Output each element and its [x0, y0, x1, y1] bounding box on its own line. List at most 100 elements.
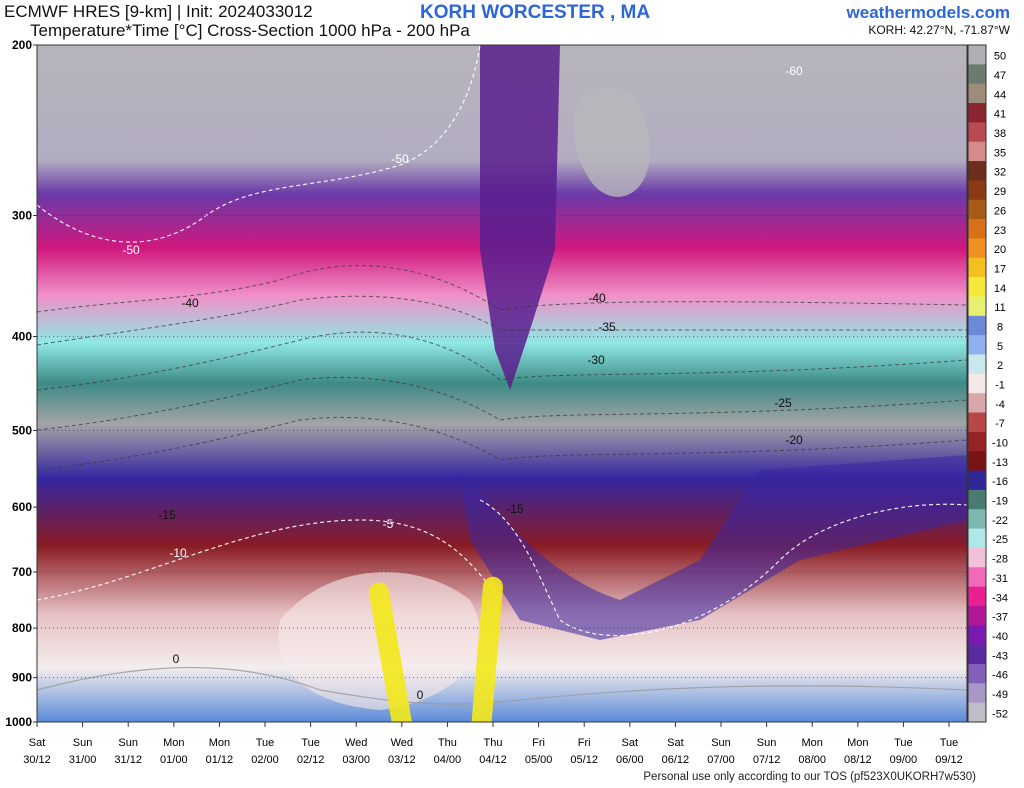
plot-frame	[36, 44, 968, 723]
contour-line-0	[37, 666, 967, 705]
x-tick-day: Sun	[711, 737, 731, 749]
colorbar-label: 32	[994, 167, 1006, 179]
x-tick-day: Mon	[163, 737, 184, 749]
colorbar-swatch	[968, 509, 986, 530]
contour-label: -50	[391, 152, 409, 166]
colorbar-label: 2	[997, 360, 1003, 372]
title-line-1: ECMWF HRES [9-km] | Init: 2024033012	[4, 2, 313, 21]
contour-line--30	[37, 331, 967, 391]
contour-label: -30	[587, 353, 605, 367]
contour-label: -10	[169, 546, 187, 560]
colorbar-label: 47	[994, 70, 1006, 82]
contour-label: -5	[383, 517, 394, 531]
x-tick-time: 08/00	[798, 754, 826, 766]
contour-label: -25	[774, 396, 792, 410]
title-line-2: Temperature*Time [°C] Cross-Section 1000…	[30, 21, 470, 40]
contour-line--20	[37, 416, 967, 471]
colorbar-label: 20	[994, 244, 1006, 256]
x-tick-day: Sun	[73, 737, 93, 749]
colorbar-swatch	[968, 683, 986, 704]
colorbar-swatch	[968, 470, 986, 491]
colorbar-label: 11	[994, 302, 1005, 314]
y-tick-label: 200	[12, 38, 32, 52]
upper-cold-plume	[480, 45, 560, 390]
colorbar-swatch	[968, 238, 986, 259]
colorbar-label: 26	[994, 205, 1006, 217]
x-tick-day: Thu	[484, 737, 503, 749]
x-tick-day: Sun	[118, 737, 138, 749]
colorbar-swatch	[968, 373, 986, 394]
colorbar-label: -19	[992, 496, 1008, 508]
colorbar-swatch	[968, 451, 986, 472]
x-tick-day: Mon	[801, 737, 822, 749]
contour-label: -20	[785, 433, 803, 447]
contour-label: -50	[122, 243, 140, 257]
y-tick-label: 500	[12, 423, 32, 437]
y-tick-label: 400	[12, 330, 32, 344]
colorbar-label: -4	[995, 399, 1005, 411]
colorbar-swatch	[968, 161, 986, 181]
colorbar-label: 50	[994, 51, 1006, 63]
contour-label: -40	[181, 296, 199, 310]
x-tick-day: Wed	[345, 737, 367, 749]
colorbar-swatch	[968, 315, 986, 336]
x-tick-time: 04/12	[479, 754, 507, 766]
colorbar-swatch	[968, 141, 986, 162]
colorbar-swatch	[968, 354, 986, 375]
brand-link[interactable]: weathermodels.com	[846, 3, 1010, 22]
colorbar-swatch	[968, 605, 986, 626]
colorbar-label: -7	[995, 418, 1005, 430]
colorbar-label: 29	[994, 186, 1006, 198]
x-tick-day: Thu	[438, 737, 457, 749]
colorbar-swatch	[968, 586, 986, 607]
x-tick-day: Sun	[757, 737, 777, 749]
colorbar-swatch	[968, 528, 986, 549]
x-tick-day: Mon	[209, 737, 230, 749]
colorbar-label: 14	[994, 283, 1006, 295]
colorbar-swatch	[968, 412, 986, 433]
x-tick-time: 30/12	[23, 754, 51, 766]
highlight-band	[369, 582, 412, 722]
colorbar-swatch	[968, 199, 986, 220]
colorbar-label: -16	[992, 476, 1008, 488]
contour-line--25	[37, 376, 967, 431]
colorbar-label: -22	[992, 515, 1008, 527]
contour-label: -60	[785, 64, 803, 78]
x-tick-time: 31/12	[114, 754, 142, 766]
station-coords: KORH: 42.27°N, -71.87°W	[868, 23, 1010, 37]
x-tick-time: 05/00	[525, 754, 553, 766]
upper-gray-patch	[573, 86, 650, 197]
y-tick-label: 1000	[5, 715, 32, 729]
x-tick-time: 09/00	[890, 754, 918, 766]
contour-line--35	[37, 295, 967, 346]
x-tick-time: 03/00	[342, 754, 370, 766]
x-tick-day: Mon	[847, 737, 868, 749]
colorbar-label: 35	[994, 147, 1006, 159]
colorbar-swatch	[968, 547, 986, 568]
contour-label: -15	[158, 508, 176, 522]
colorbar-label: -40	[992, 631, 1008, 643]
colorbar-label: 5	[997, 341, 1003, 353]
x-tick-time: 02/12	[297, 754, 325, 766]
colorbar-swatch	[968, 489, 986, 510]
colorbar-swatch	[968, 64, 986, 85]
footer-tos: Personal use only according to our TOS (…	[643, 771, 976, 783]
x-tick-day: Fri	[578, 737, 591, 749]
x-tick-time: 01/12	[206, 754, 234, 766]
colorbar-swatch	[968, 393, 986, 414]
colorbar-swatch	[968, 83, 986, 104]
contour-label: 0	[173, 652, 180, 666]
colorbar-label: -49	[992, 689, 1008, 701]
colorbar-swatch	[968, 567, 986, 588]
colorbar-swatch	[968, 335, 986, 355]
colorbar-label: 23	[994, 225, 1006, 237]
x-tick-day: Sat	[667, 737, 684, 749]
x-tick-time: 01/00	[160, 754, 188, 766]
x-tick-day: Tue	[301, 737, 320, 749]
colorbar-swatch	[968, 431, 986, 452]
y-tick-label: 700	[12, 565, 32, 579]
colorbar-swatch	[968, 277, 986, 297]
colorbar-swatch	[968, 644, 986, 665]
x-tick-time: 31/00	[69, 754, 97, 766]
